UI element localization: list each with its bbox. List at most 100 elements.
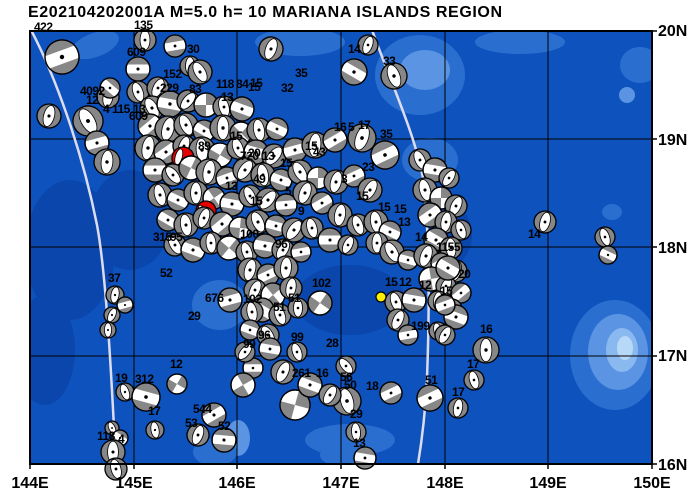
- beachball-center-dot: [202, 216, 206, 220]
- beachball-rim: [340, 58, 368, 86]
- beachball-center-dot: [354, 430, 358, 434]
- focal-mechanism-beachball: [270, 359, 296, 385]
- plot-title: E202104202001A M=5.0 h= 10 MARIANA ISLAN…: [28, 4, 503, 21]
- beachball-rim: [211, 427, 237, 453]
- beachball-rim: [370, 140, 400, 170]
- beachball-center-dot: [298, 170, 302, 174]
- event-number-label: 51: [288, 291, 301, 305]
- lon-tick-label: 149E: [529, 475, 567, 492]
- beachball-center-dot: [449, 246, 453, 250]
- beachball-center-dot: [257, 128, 261, 132]
- focal-mechanism-beachball: [93, 148, 121, 176]
- event-number-label: 50: [344, 378, 357, 392]
- beachball-rim: [131, 382, 161, 412]
- focal-mechanism-beachball: [335, 355, 357, 377]
- event-number-label: 17: [467, 357, 480, 371]
- event-number-label: 51: [425, 373, 438, 387]
- beachball-center-dot: [222, 105, 226, 109]
- event-number-label: 312: [135, 372, 154, 386]
- beachball-rim: [434, 294, 456, 316]
- event-number-label: 14: [415, 230, 428, 244]
- event-number-label: 16: [480, 322, 493, 336]
- beachball-cap: [343, 165, 362, 177]
- event-number-label: 12: [170, 357, 183, 371]
- beachball-center-dot: [345, 399, 349, 403]
- focal-mechanism-beachball: [300, 216, 324, 240]
- beachball-center-dot: [184, 123, 188, 127]
- beachball-center-dot: [295, 350, 299, 354]
- event-number-label: 102: [312, 276, 331, 290]
- beachball-center-dot: [118, 436, 122, 440]
- beachball-center-dot: [428, 396, 432, 400]
- beachball-layer: [36, 28, 618, 481]
- beachball-center-dot: [196, 433, 200, 437]
- bathymetry-blob: [400, 50, 450, 90]
- focal-mechanism-beachball: [180, 237, 206, 263]
- lon-tick-label: 147E: [322, 475, 360, 492]
- beachball-cap: [375, 154, 399, 169]
- event-number-label: 52: [218, 419, 231, 433]
- focal-mechanism-beachball: [327, 202, 353, 228]
- focal-mechanism-beachball: [345, 421, 367, 443]
- event-number-label: 229: [160, 81, 179, 95]
- beachball-cap: [421, 397, 443, 411]
- bathymetry-blob: [617, 336, 633, 360]
- lat-tick-label: 16N: [658, 457, 687, 474]
- focal-mechanism-beachball: [211, 427, 237, 453]
- focal-mechanism-beachball: [261, 143, 287, 169]
- beachball-rim: [180, 237, 206, 263]
- beachball-rim: [598, 245, 618, 265]
- focal-mechanism-beachball: [416, 384, 444, 412]
- focal-mechanism-beachball: [186, 423, 210, 447]
- event-number-label: 609: [127, 45, 146, 59]
- event-number-label: 16: [334, 120, 347, 134]
- beachball-center-dot: [212, 413, 216, 417]
- beachball-center-dot: [248, 328, 252, 332]
- focal-mechanism-beachball: [116, 296, 134, 314]
- event-number-label: 261: [292, 366, 311, 380]
- beachball-rim: [163, 34, 187, 58]
- beachball-center-dot: [454, 315, 458, 319]
- beachball-center-dot: [105, 160, 109, 164]
- event-number-label: 12: [419, 278, 432, 292]
- beachball-center-dot: [202, 129, 206, 133]
- lat-tick-label: 20N: [658, 23, 687, 40]
- beachball-cap: [206, 413, 226, 427]
- focal-mechanism-beachball: [447, 397, 469, 419]
- beachball-rim: [44, 39, 80, 75]
- event-number-label: 35: [295, 66, 308, 80]
- event-number-label: 3: [341, 172, 348, 186]
- beachball-cap: [210, 212, 228, 228]
- focal-mechanism-beachball: [463, 369, 485, 391]
- beachball-rim: [201, 402, 227, 428]
- beachball-quadrant: [217, 240, 229, 258]
- beachball-center-dot: [236, 146, 240, 150]
- beachball-cap: [418, 203, 437, 218]
- beachball-center-dot: [356, 223, 360, 227]
- event-number-label: 30: [187, 42, 200, 56]
- beachball-cap: [456, 289, 471, 303]
- beachball-center-dot: [209, 241, 213, 245]
- beachball-center-dot: [278, 313, 282, 317]
- beachball-center-dot: [150, 106, 154, 110]
- beachball-center-dot: [144, 395, 148, 399]
- beachball-center-dot: [153, 168, 157, 172]
- beachball-center-dot: [184, 223, 188, 227]
- beachball-center-dot: [333, 138, 337, 142]
- beachball-rim: [116, 296, 134, 314]
- beachball-center-dot: [459, 228, 463, 232]
- beachball-cap: [311, 192, 329, 205]
- beachball-center-dot: [143, 38, 147, 42]
- beachball-quadrant: [230, 125, 241, 141]
- focal-mechanism-beachball: [286, 341, 308, 363]
- beachball-center-dot: [428, 213, 432, 217]
- beachball-center-dot: [284, 266, 288, 270]
- beachball-rim: [435, 255, 461, 281]
- beachball-cap: [383, 392, 402, 404]
- focal-mechanism-beachball: [279, 276, 303, 300]
- focal-mechanism-beachball: [301, 131, 329, 159]
- event-number-label: 4: [103, 102, 110, 116]
- beachball-center-dot: [418, 158, 422, 162]
- beachball-center-dot: [274, 224, 278, 228]
- focal-mechanism-beachball: [435, 255, 461, 281]
